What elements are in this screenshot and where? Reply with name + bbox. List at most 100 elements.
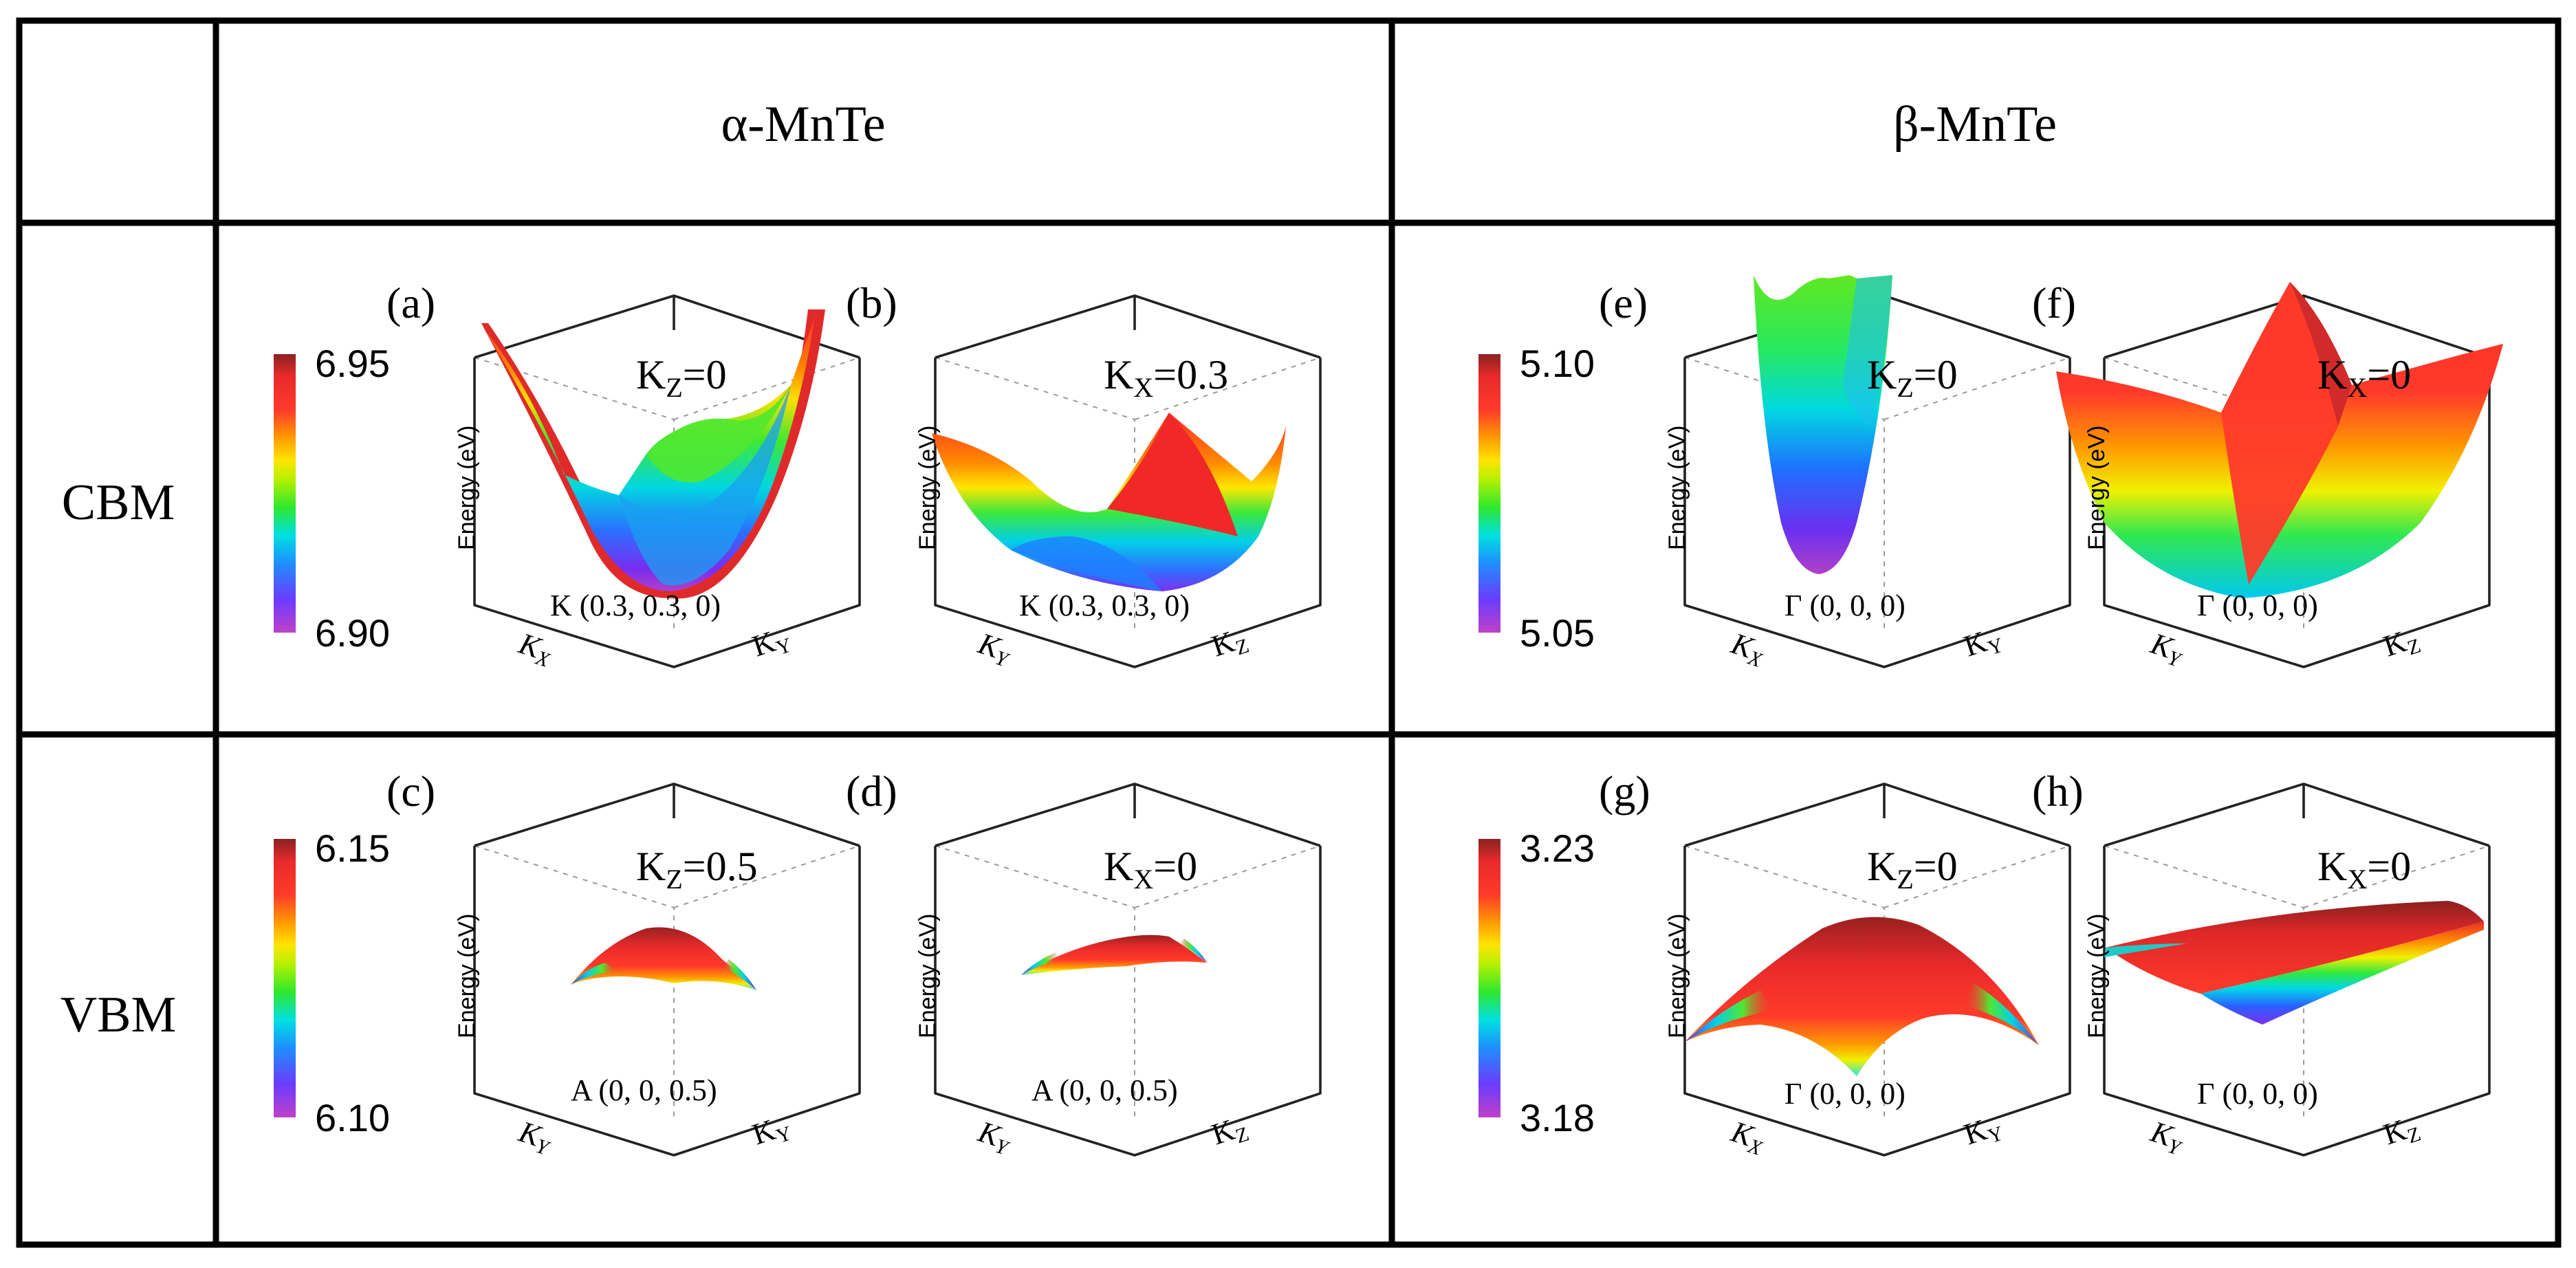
z-axis-label: Energy (eV)	[1664, 426, 1690, 550]
surface	[1685, 917, 2039, 1076]
x-axis-label: KY	[972, 1115, 1017, 1161]
panel-h: (h) KX=0 Γ (0, 0, 0) Energy (eV) KY KZ	[2032, 767, 2491, 1161]
surface-edge	[2104, 943, 2187, 957]
panel-tag: (c)	[386, 767, 435, 816]
surface-shade	[1011, 536, 1162, 591]
colorbar-min: 6.90	[315, 611, 390, 655]
panel-tag: (h)	[2032, 767, 2084, 816]
colorbar-min: 5.05	[1520, 611, 1595, 655]
slice-label: KX=0	[2317, 844, 2411, 895]
y-axis-label: KY	[1960, 620, 2007, 666]
z-axis-label: Energy (eV)	[915, 426, 941, 550]
surface	[571, 927, 756, 990]
surface-edge	[481, 309, 825, 599]
point-label: Γ (0, 0, 0)	[2197, 1077, 2318, 1111]
slice-label: KX=0	[2317, 352, 2411, 403]
point-label: A (0, 0, 0.5)	[1032, 1073, 1178, 1107]
colorbar-max: 6.95	[315, 342, 390, 385]
slice-label: KZ=0	[1867, 844, 1958, 895]
colorbar-max: 6.15	[315, 827, 390, 870]
y-axis-label: KZ	[2379, 1108, 2423, 1155]
slice-label: KX=0	[1104, 844, 1197, 895]
x-axis-label: KX	[513, 626, 558, 673]
axes-box	[473, 783, 861, 1157]
panel-c: (c) KZ=0.5 A (0, 0, 0.5) Energy (eV) KY …	[386, 767, 861, 1161]
surface-edge	[571, 963, 619, 985]
surface-highlight	[646, 385, 791, 483]
colorbar-min: 3.18	[1520, 1096, 1595, 1139]
y-axis-label: KY	[748, 620, 795, 666]
axes-box	[2103, 783, 2491, 1157]
panel-e: (e) KZ=0 Γ (0, 0, 0) Energy (eV) KX KY	[1599, 275, 2071, 673]
z-axis-label: Energy (eV)	[2084, 914, 2110, 1038]
y-axis-label: KZ	[2379, 620, 2423, 666]
colorbar-c: 6.15 6.10	[274, 827, 390, 1139]
x-axis-label: KY	[972, 626, 1017, 673]
surface-edge	[1963, 983, 2039, 1045]
panel-a: (a) KZ=0 K (0.3, 0.3, 0) Energy (eV) KX …	[386, 278, 861, 673]
surface-ridge	[1107, 413, 1238, 536]
point-label: Γ (0, 0, 0)	[1784, 589, 1906, 622]
surface-shade	[1843, 275, 1892, 426]
surface-shade	[619, 385, 791, 586]
surface-side	[2201, 921, 2484, 1025]
surface-edge	[1021, 952, 1059, 975]
col-header-beta: β-MnTe	[1893, 96, 2057, 153]
x-axis-label: KX	[1725, 626, 1770, 673]
colorbar-gradient	[1478, 839, 1500, 1117]
panel-tag: (e)	[1599, 278, 1648, 327]
colorbar-e: 5.10 5.05	[1478, 342, 1595, 655]
point-label: K (0.3, 0.3, 0)	[550, 589, 721, 622]
axes-box	[934, 783, 1322, 1157]
slice-label: KZ=0	[1867, 352, 1958, 403]
surface-edge	[722, 959, 756, 990]
col-header-alpha: α-MnTe	[721, 96, 885, 153]
colorbar-max: 3.23	[1520, 827, 1595, 870]
table-border	[16, 17, 2562, 1248]
point-label: Γ (0, 0, 0)	[2197, 589, 2318, 622]
panel-tag: (g)	[1599, 767, 1650, 816]
panel-f: (f) KX=0 Γ (0, 0, 0) Energy (eV) KY KZ	[2032, 278, 2503, 673]
z-axis-label: Energy (eV)	[454, 426, 480, 550]
z-axis-label: Energy (eV)	[2084, 426, 2110, 550]
x-axis-label: KY	[513, 1115, 558, 1161]
panel-tag: (d)	[846, 767, 897, 816]
colorbar-gradient	[274, 839, 296, 1117]
axes-box	[934, 294, 1322, 668]
y-axis-label: KY	[748, 1108, 795, 1155]
x-axis-label: KY	[2145, 1115, 2190, 1161]
surface-edge	[1685, 990, 1774, 1042]
z-axis-label: Energy (eV)	[915, 914, 941, 1038]
panel-tag: (f)	[2032, 278, 2076, 327]
panel-b: (b) KX=0.3 K (0.3, 0.3, 0) Energy (eV) K…	[846, 278, 1322, 673]
panel-tag: (a)	[386, 278, 435, 327]
slice-label: KZ=0.5	[636, 844, 758, 895]
colorbar-gradient	[274, 354, 296, 633]
row-header-vbm: VBM	[61, 987, 177, 1043]
point-label: Γ (0, 0, 0)	[1784, 1077, 1906, 1111]
x-axis-label: KX	[1725, 1115, 1770, 1161]
surface	[2106, 901, 2484, 994]
surface-edge	[1179, 939, 1207, 963]
y-axis-label: KZ	[1208, 620, 1252, 666]
slice-label: KX=0.3	[1104, 352, 1228, 403]
colorbar-a: 6.95 6.90	[274, 342, 390, 655]
surface	[1021, 934, 1207, 975]
axes-box	[1683, 783, 2071, 1157]
panel-tag: (b)	[846, 278, 897, 327]
table-frame	[16, 17, 2562, 1248]
point-label: K (0.3, 0.3, 0)	[1019, 589, 1190, 622]
colorbar-g: 3.23 3.18	[1478, 827, 1595, 1139]
z-axis-label: Energy (eV)	[454, 914, 480, 1038]
point-label: A (0, 0, 0.5)	[571, 1073, 717, 1107]
panel-d: (d) KX=0 A (0, 0, 0.5) Energy (eV) KY KZ	[846, 767, 1322, 1161]
surface-fold	[2290, 282, 2352, 426]
y-axis-label: KY	[1960, 1108, 2007, 1155]
colorbar-gradient	[1478, 354, 1500, 633]
colorbar-max: 5.10	[1520, 342, 1595, 385]
slice-label: KZ=0	[636, 352, 727, 403]
surface-ridge	[2221, 282, 2338, 584]
panel-g: (g) KZ=0 Γ (0, 0, 0) Energy (eV) KX KY	[1599, 767, 2071, 1161]
colorbar-min: 6.10	[315, 1096, 390, 1139]
